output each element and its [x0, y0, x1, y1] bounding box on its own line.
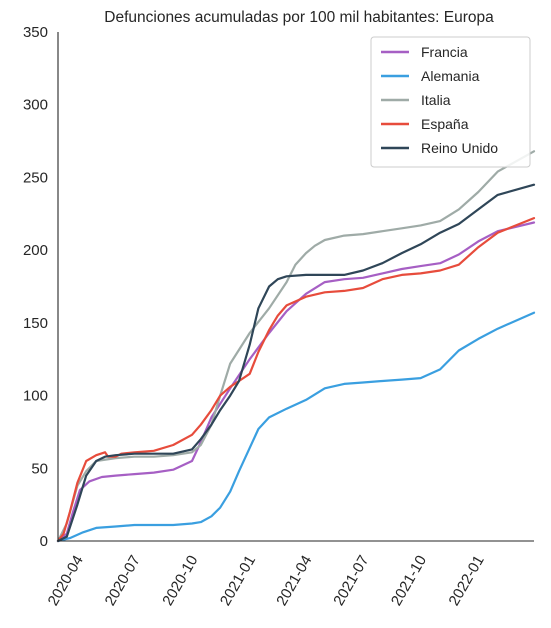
legend-label-4: Reino Unido: [421, 140, 498, 156]
y-tick-label-1: 50: [31, 460, 48, 477]
y-tick-label-4: 200: [23, 242, 48, 259]
chart-title: Defunciones acumuladas por 100 mil habit…: [104, 9, 494, 26]
series-layer: [56, 150, 536, 543]
legend: Francia Alemania Italia España Reino Unido: [370, 36, 531, 168]
x-tick-label-3: 2021-01: [217, 553, 259, 609]
y-tick-label-3: 150: [23, 315, 48, 332]
y-tick-label-6: 300: [23, 97, 48, 114]
x-tick-label-1: 2020-07: [102, 553, 144, 609]
series-line-1: [56, 311, 536, 543]
series-line-3: [56, 217, 536, 543]
series-line-2: [56, 150, 536, 543]
series-line-0: [56, 221, 536, 543]
legend-label-0: Francia: [421, 44, 468, 60]
y-tick-label-2: 100: [23, 388, 48, 405]
x-tick-label-5: 2021-07: [330, 553, 372, 609]
x-tick-label-2: 2020-10: [159, 553, 201, 609]
y-tick-label-7: 350: [23, 24, 48, 41]
x-tick-label-6: 2021-10: [388, 553, 430, 609]
x-tick-label-0: 2020-04: [45, 553, 87, 609]
series-line-4: [56, 183, 536, 543]
y-tick-label-5: 250: [23, 169, 48, 186]
x-tick-label-4: 2021-04: [273, 553, 315, 609]
legend-label-3: España: [421, 116, 469, 132]
legend-label-2: Italia: [421, 92, 451, 108]
legend-box: [370, 36, 531, 168]
legend-label-1: Alemania: [421, 68, 480, 84]
x-tick-label-7: 2022-01: [445, 553, 487, 609]
y-tick-label-0: 0: [40, 533, 48, 550]
